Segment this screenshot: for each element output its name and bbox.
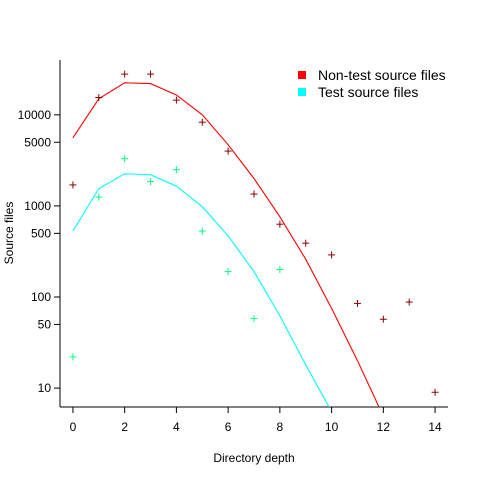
legend-swatch (298, 71, 306, 79)
data-point-series-0 (405, 298, 413, 306)
y-tick-label: 1000 (24, 199, 51, 213)
data-point-series-1 (69, 353, 77, 361)
x-tick-label: 10 (325, 420, 339, 434)
data-point-series-0 (250, 190, 258, 198)
x-tick-label: 4 (173, 420, 180, 434)
x-tick-label: 6 (225, 420, 232, 434)
data-point-series-1 (121, 155, 129, 163)
y-tick-label: 5000 (24, 135, 51, 149)
fit-lines (72, 82, 380, 407)
data-point-series-0 (95, 94, 103, 102)
legend-label: Test source files (318, 84, 418, 100)
data-point-series-0 (224, 147, 232, 155)
x-tick-label: 12 (377, 420, 391, 434)
x-axis-label: Directory depth (213, 451, 294, 465)
fit-line-series-0 (72, 82, 380, 407)
legend-label: Non-test source files (318, 67, 446, 83)
data-point-series-0 (276, 220, 284, 228)
data-point-series-1 (147, 178, 155, 186)
data-point-series-1 (276, 266, 284, 274)
y-tick-label: 50 (38, 317, 52, 331)
data-point-series-0 (353, 299, 361, 307)
y-axis-label: Source files (2, 202, 16, 265)
data-point-series-0 (198, 118, 206, 126)
legend-swatch (298, 88, 306, 96)
data-point-series-0 (147, 70, 155, 78)
data-point-series-0 (69, 181, 77, 189)
data-point-series-1 (224, 268, 232, 276)
x-tick-label: 2 (121, 420, 128, 434)
data-point-series-0 (121, 70, 129, 78)
y-tick-label: 100 (31, 290, 51, 304)
data-point-series-0 (431, 388, 439, 396)
x-tick-label: 14 (428, 420, 442, 434)
data-point-series-0 (172, 96, 180, 104)
data-point-series-0 (302, 239, 310, 247)
data-point-series-0 (379, 315, 387, 323)
y-tick-label: 10 (38, 381, 52, 395)
y-tick-label: 10000 (18, 108, 52, 122)
data-point-series-1 (198, 227, 206, 235)
fit-line-series-1 (72, 173, 330, 407)
data-point-series-1 (172, 166, 180, 174)
data-point-series-1 (250, 315, 258, 323)
data-point-series-1 (95, 193, 103, 201)
axes: 0 2 4 6 8 10 12 14 10 50 100 500 1000 5000 10000 (18, 60, 448, 434)
y-tick-label: 500 (31, 226, 51, 240)
data-points (69, 70, 439, 396)
x-tick-label: 8 (277, 420, 284, 434)
x-tick-label: 0 (70, 420, 77, 434)
data-point-series-0 (328, 251, 336, 259)
